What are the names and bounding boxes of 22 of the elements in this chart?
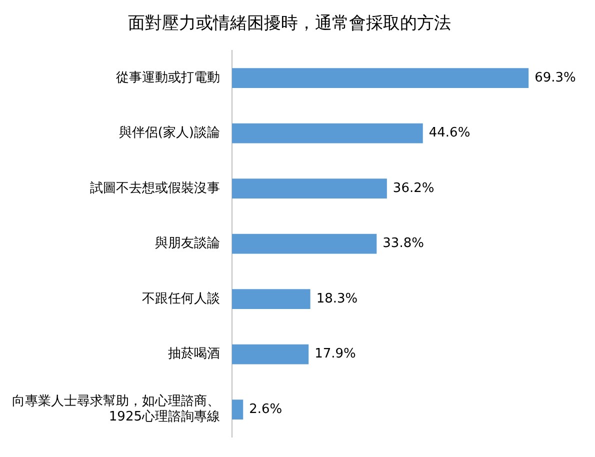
y-tick-label: 向專業人士尋求幫助，如心理諮商、1925心理諮詢專線 <box>12 393 220 425</box>
bar <box>232 68 529 88</box>
data-label: 18.3% <box>316 291 358 306</box>
bar <box>232 400 244 420</box>
y-tick-label: 試圖不去想或假裝沒事 <box>90 180 220 196</box>
y-tick-label: 抽菸喝酒 <box>168 346 220 362</box>
data-label: 17.9% <box>314 346 356 362</box>
data-label: 36.2% <box>392 180 434 196</box>
y-tick-label: 與伴侶(家人)談論 <box>118 124 220 141</box>
data-label: 2.6% <box>249 402 282 417</box>
bar <box>232 344 309 364</box>
y-tick-label: 與朋友談論 <box>155 236 220 252</box>
y-tick-label: 不跟任何人談 <box>142 291 220 306</box>
bar <box>232 234 377 254</box>
bar <box>232 178 387 198</box>
data-label: 44.6% <box>428 126 470 141</box>
bar <box>232 289 310 310</box>
y-tick-label: 從事運動或打電動 <box>116 70 220 86</box>
data-label: 33.8% <box>382 236 424 252</box>
chart-title: 面對壓力或情緒困擾時，通常會採取的方法 <box>128 14 451 34</box>
data-label: 69.3% <box>534 70 576 86</box>
bar <box>232 123 423 144</box>
